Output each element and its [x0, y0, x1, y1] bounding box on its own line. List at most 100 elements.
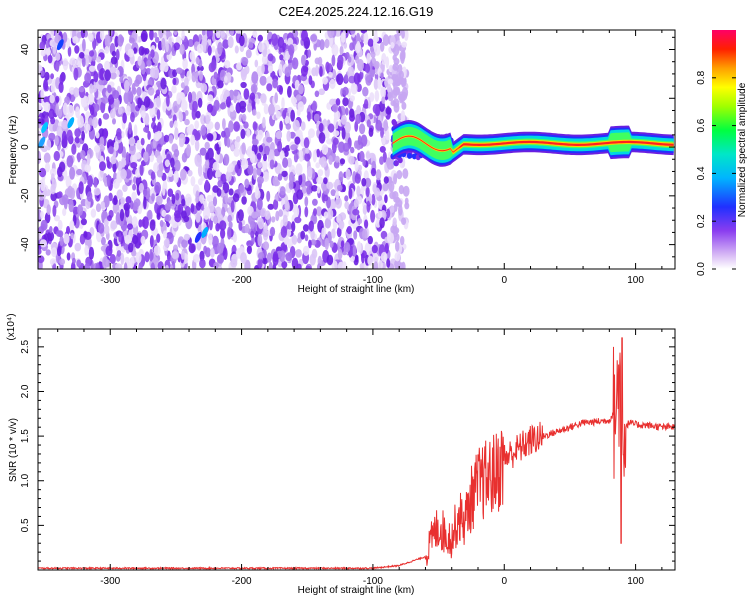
- heatmap-cell: [247, 164, 254, 176]
- heatmap-cell: [226, 137, 231, 148]
- heatmap-cell: [220, 228, 226, 239]
- heatmap-cell: [108, 94, 115, 105]
- heatmap-cell: [201, 226, 209, 238]
- heatmap-cell: [364, 219, 369, 229]
- heatmap-cell: [162, 230, 168, 239]
- heatmap-cell: [264, 145, 270, 156]
- heatmap-cell: [324, 217, 332, 229]
- heatmap-cell: [240, 81, 247, 89]
- heatmap-cell: [40, 178, 46, 192]
- heatmap-cell: [308, 220, 314, 232]
- heatmap-cell: [187, 169, 193, 177]
- heatmap-cell: [302, 224, 309, 232]
- heatmap-cell: [370, 209, 376, 223]
- heatmap-cell: [310, 34, 318, 42]
- heatmap-cell: [49, 168, 57, 177]
- heatmap-cell: [194, 139, 200, 152]
- heatmap-cell: [302, 245, 310, 256]
- heatmap-cell: [305, 180, 312, 187]
- heatmap-cell: [140, 235, 146, 245]
- heatmap-cell: [188, 243, 196, 254]
- heatmap-cell: [181, 30, 185, 41]
- heatmap-cell: [128, 137, 136, 147]
- heatmap-cell: [45, 249, 51, 256]
- heatmap-cell: [338, 141, 345, 153]
- heatmap-cell: [197, 164, 203, 177]
- heatmap-cell: [138, 182, 144, 193]
- heatmap-cell: [268, 103, 275, 117]
- heatmap-cell: [332, 130, 340, 137]
- heatmap-cell: [391, 118, 397, 125]
- heatmap-cell: [190, 134, 196, 146]
- heatmap-cell: [84, 72, 91, 84]
- heatmap-cell: [84, 164, 91, 173]
- heatmap-cell: [313, 113, 320, 123]
- x-tick-label: 0: [501, 576, 507, 587]
- heatmap-cell: [62, 102, 68, 116]
- heatmap-cell: [393, 57, 400, 65]
- heatmap-cell: [138, 46, 145, 56]
- heatmap-cell: [104, 69, 111, 81]
- heatmap-cell: [117, 34, 124, 47]
- heatmap-cell: [304, 152, 311, 162]
- heatmap-cell: [207, 45, 212, 56]
- heatmap-cell: [162, 101, 167, 113]
- colorbar: 0.0 0.2 0.4 0.6 0.8 Normalized spectral ampl…: [696, 30, 748, 276]
- heatmap-cell: [400, 110, 406, 123]
- heatmap-cell: [93, 176, 98, 188]
- heatmap-cell: [217, 41, 223, 55]
- heatmap-cell: [123, 91, 130, 105]
- heatmap-cell: [386, 232, 395, 244]
- heatmap-cell: [199, 250, 205, 262]
- heatmap-cell: [153, 32, 158, 39]
- heatmap-cell: [245, 49, 252, 59]
- heatmap-cell: [206, 194, 213, 202]
- heatmap-cell: [46, 204, 51, 216]
- heatmap-cell: [350, 146, 355, 154]
- heatmap-cell: [339, 158, 346, 165]
- heatmap-cell: [241, 142, 246, 155]
- heatmap-cell: [113, 98, 120, 108]
- heatmap-cell: [306, 165, 313, 178]
- heatmap-cell: [244, 223, 250, 234]
- heatmap-cell: [339, 45, 344, 56]
- heatmap-cell: [338, 171, 344, 183]
- heatmap-cell: [41, 122, 48, 134]
- heatmap-cell: [329, 198, 337, 211]
- heatmap-cell: [80, 218, 87, 226]
- heatmap-cell: [57, 230, 64, 238]
- x-tick-label: -300: [100, 576, 120, 587]
- heatmap-cell: [119, 208, 125, 222]
- heatmap-cell: [401, 91, 408, 101]
- heatmap-cell: [100, 201, 106, 210]
- heatmap-cell: [156, 109, 161, 120]
- heatmap-cell: [157, 261, 164, 269]
- heatmap-cell: [87, 32, 93, 41]
- heatmap-cell: [212, 161, 220, 171]
- heatmap-cell: [181, 152, 188, 163]
- heatmap-cell: [151, 193, 155, 202]
- heatmap-cell: [392, 226, 400, 235]
- heatmap-cell: [195, 212, 201, 223]
- heatmap-cell: [263, 223, 268, 234]
- heatmap-cell: [370, 167, 377, 177]
- heatmap-cell: [135, 252, 142, 264]
- heatmap-cell: [261, 158, 268, 171]
- heatmap-cell: [181, 198, 186, 207]
- heatmap-cell: [300, 121, 306, 131]
- heatmap-cell: [332, 137, 339, 145]
- heatmap-cell: [69, 57, 77, 66]
- heatmap-cell: [288, 180, 294, 190]
- heatmap-cell: [328, 155, 333, 165]
- y-tick-label: -20: [20, 188, 31, 203]
- heatmap-cell: [266, 83, 273, 92]
- heatmap-cell: [320, 156, 327, 168]
- heatmap-cell: [104, 46, 110, 54]
- heatmap-cell: [384, 194, 388, 204]
- heatmap-cell: [38, 232, 41, 241]
- heatmap-cell: [213, 99, 220, 112]
- heatmap-cell: [131, 191, 137, 201]
- heatmap-cell: [349, 42, 354, 51]
- heatmap-cell: [381, 135, 386, 146]
